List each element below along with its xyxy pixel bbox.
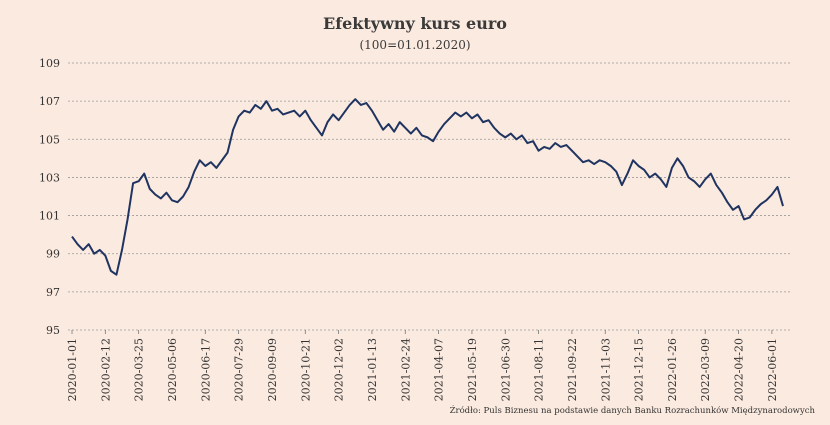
x-tick-label: 2020-02-12 [99,338,112,401]
x-tick-label: 2020-07-29 [233,338,246,401]
x-tick-label: 2021-11-03 [599,338,612,401]
x-tick-label: 2022-01-26 [666,338,679,401]
x-tick-label: 2021-04-07 [433,338,446,401]
y-tick-label: 105 [39,133,60,146]
x-tick-label: 2021-09-22 [566,338,579,401]
x-tick-label: 2020-12-02 [333,338,346,401]
x-tick-label: 2020-09-09 [266,338,279,401]
y-tick-label: 109 [39,57,60,70]
x-tick-label: 2020-03-25 [133,338,146,401]
x-tick-label: 2022-03-09 [699,338,712,401]
y-tick-label: 97 [46,286,60,299]
x-tick-label: 2020-10-21 [299,338,312,401]
x-tick-label: 2021-06-30 [499,338,512,401]
source-note: Źródło: Puls Biznesu na podstawie danych… [450,404,816,416]
x-tick-label: 2022-06-01 [766,338,779,401]
x-tick-label: 2020-05-06 [166,338,179,401]
y-tick-label: 95 [46,324,60,337]
y-tick-label: 101 [39,210,60,223]
y-tick-label: 103 [39,171,60,184]
x-tick-label: 2021-08-11 [533,338,546,401]
data-line [71,98,784,276]
x-tick-label: 2020-06-17 [199,338,212,401]
chart-subtitle: (100=01.01.2020) [359,38,470,52]
x-tick-label: 2021-02-24 [399,338,412,401]
x-tick-label: 2021-05-19 [466,338,479,401]
chart-title: Efektywny kurs euro [323,14,507,33]
x-tick-label: 2021-12-15 [633,338,646,401]
x-tick-label: 2020-01-01 [66,338,79,401]
y-tick-label: 107 [39,95,60,108]
x-tick-label: 2021-01-13 [366,338,379,401]
x-tick-label: 2022-04-20 [733,338,746,401]
y-tick-label: 99 [46,248,60,261]
